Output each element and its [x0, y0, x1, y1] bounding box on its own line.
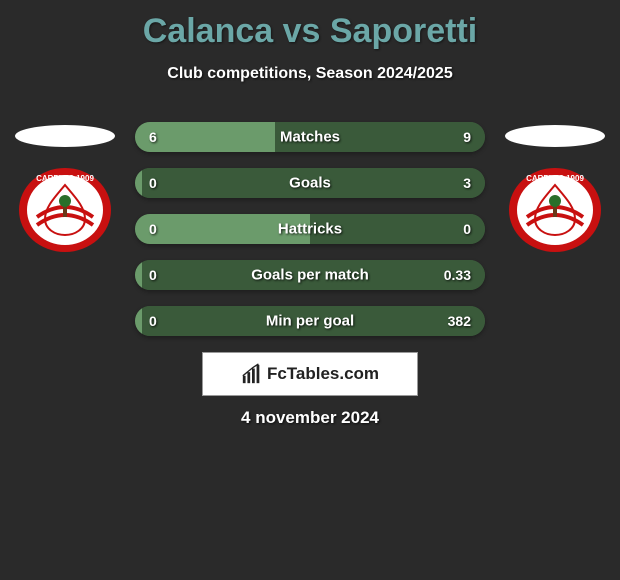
stat-bar-value-left: 0: [149, 313, 157, 329]
brand-label: FcTables.com: [267, 364, 379, 384]
stat-bar-value-left: 6: [149, 129, 157, 145]
player-right-block: CARPI FC 1909: [500, 125, 610, 275]
stat-bar-left-fill: [135, 168, 142, 198]
player-left-block: CARPI FC 1909: [10, 125, 120, 275]
stat-bar-label: Matches: [280, 129, 340, 146]
page-subtitle: Club competitions, Season 2024/2025: [0, 65, 620, 83]
stat-bar-left-fill: [135, 306, 142, 336]
date-label: 4 november 2024: [241, 408, 379, 428]
stat-bar-row: 0 0.33 Goals per match: [135, 260, 485, 290]
stat-bar-value-right: 0: [463, 221, 471, 237]
svg-text:CARPI FC 1909: CARPI FC 1909: [526, 174, 584, 183]
shield-icon: CARPI FC 1909: [507, 167, 603, 253]
stat-bar-value-left: 0: [149, 175, 157, 191]
brand-chart-icon: [241, 363, 263, 385]
stat-bar-left-fill: [135, 260, 142, 290]
svg-text:CARPI FC 1909: CARPI FC 1909: [36, 174, 94, 183]
stat-bar-value-right: 9: [463, 129, 471, 145]
stat-bar-value-left: 0: [149, 267, 157, 283]
stat-bar-value-right: 3: [463, 175, 471, 191]
player-right-ellipse: [505, 125, 605, 147]
club-shield-right: CARPI FC 1909: [507, 167, 603, 253]
stat-bar-row: 0 0 Hattricks: [135, 214, 485, 244]
stat-bar-label: Goals per match: [251, 267, 369, 284]
stat-bar-value-right: 382: [448, 313, 471, 329]
stat-bar-label: Hattricks: [278, 221, 342, 238]
stat-bar-row: 0 3 Goals: [135, 168, 485, 198]
stat-bars-container: 6 9 Matches 0 3 Goals 0 0 Hattricks 0 0.33 Goals pe…: [135, 122, 485, 352]
stat-bar-value-right: 0.33: [444, 267, 471, 283]
shield-icon: CARPI FC 1909: [17, 167, 113, 253]
brand-box: FcTables.com: [202, 352, 418, 396]
stat-bar-value-left: 0: [149, 221, 157, 237]
player-left-ellipse: [15, 125, 115, 147]
stat-bar-row: 0 382 Min per goal: [135, 306, 485, 336]
stat-bar-label: Min per goal: [266, 313, 354, 330]
stat-bar-row: 6 9 Matches: [135, 122, 485, 152]
stat-bar-label: Goals: [289, 175, 331, 192]
page-title: Calanca vs Saporetti: [0, 0, 620, 51]
club-shield-left: CARPI FC 1909: [17, 167, 113, 253]
